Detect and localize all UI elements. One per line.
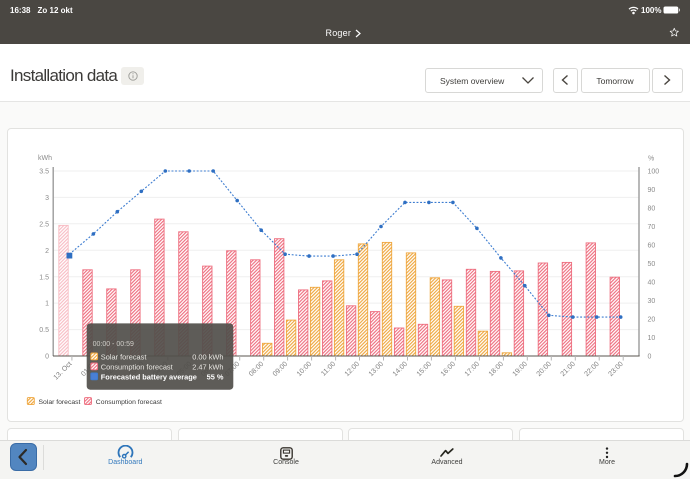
svg-text:0.00 kWh: 0.00 kWh bbox=[192, 352, 223, 361]
svg-text:50: 50 bbox=[648, 261, 656, 268]
svg-text:09:00: 09:00 bbox=[272, 361, 289, 378]
svg-text:2.5: 2.5 bbox=[39, 221, 49, 228]
svg-text:12:00: 12:00 bbox=[344, 361, 361, 378]
svg-text:21:00: 21:00 bbox=[560, 361, 577, 378]
svg-text:Consumption forecast: Consumption forecast bbox=[101, 362, 173, 371]
svg-text:00:00 - 00:59: 00:00 - 00:59 bbox=[93, 341, 134, 348]
svg-text:13. Oct: 13. Oct bbox=[53, 361, 74, 382]
svg-text:1.5: 1.5 bbox=[39, 274, 49, 281]
svg-text:16:00: 16:00 bbox=[440, 361, 457, 378]
svg-text:18:00: 18:00 bbox=[488, 361, 505, 378]
svg-text:Forecasted battery average: Forecasted battery average bbox=[101, 373, 197, 382]
svg-text:13:00: 13:00 bbox=[368, 361, 385, 378]
svg-text:2.47 kWh: 2.47 kWh bbox=[192, 362, 223, 371]
svg-text:14:00: 14:00 bbox=[392, 361, 409, 378]
svg-text:10: 10 bbox=[648, 335, 656, 342]
svg-text:19:00: 19:00 bbox=[512, 361, 529, 378]
svg-text:100: 100 bbox=[648, 169, 660, 176]
svg-text:55 %: 55 % bbox=[207, 373, 224, 382]
svg-text:11:00: 11:00 bbox=[320, 361, 337, 378]
svg-text:0: 0 bbox=[45, 354, 49, 361]
svg-text:60: 60 bbox=[648, 243, 656, 250]
svg-text:15:00: 15:00 bbox=[416, 361, 433, 378]
svg-text:%: % bbox=[648, 156, 654, 163]
svg-text:22:00: 22:00 bbox=[583, 361, 600, 378]
svg-text:3: 3 bbox=[45, 195, 49, 202]
svg-text:80: 80 bbox=[648, 206, 656, 213]
svg-text:3.5: 3.5 bbox=[39, 169, 49, 176]
svg-text:Solar forecast: Solar forecast bbox=[101, 352, 147, 361]
svg-text:0: 0 bbox=[648, 354, 652, 361]
svg-text:Consumption forecast: Consumption forecast bbox=[96, 399, 162, 406]
svg-text:70: 70 bbox=[648, 224, 656, 231]
svg-text:30: 30 bbox=[648, 298, 656, 305]
svg-text:Solar forecast: Solar forecast bbox=[39, 399, 81, 406]
svg-text:0.5: 0.5 bbox=[39, 327, 49, 334]
svg-text:kWh: kWh bbox=[38, 155, 52, 162]
svg-text:40: 40 bbox=[648, 280, 656, 287]
svg-text:08:00: 08:00 bbox=[248, 361, 265, 378]
svg-text:20: 20 bbox=[648, 317, 656, 324]
svg-text:90: 90 bbox=[648, 187, 656, 194]
svg-text:23:00: 23:00 bbox=[607, 361, 624, 378]
svg-text:2: 2 bbox=[45, 248, 49, 255]
svg-text:20:00: 20:00 bbox=[536, 361, 553, 378]
svg-text:17:00: 17:00 bbox=[464, 361, 481, 378]
svg-text:1: 1 bbox=[45, 301, 49, 308]
svg-text:10:00: 10:00 bbox=[296, 361, 313, 378]
